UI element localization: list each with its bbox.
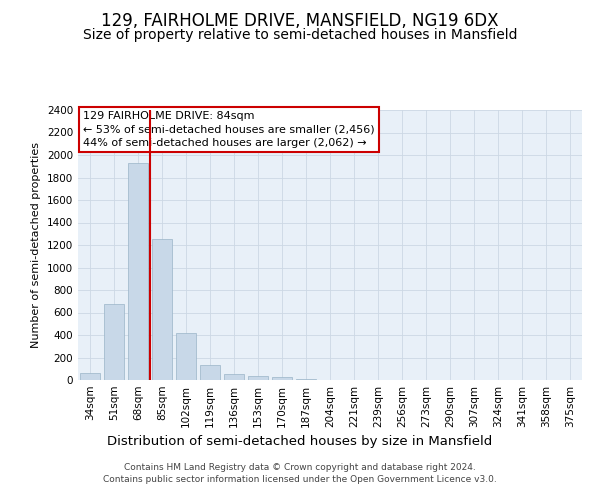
- Bar: [296, 378, 316, 380]
- Y-axis label: Number of semi-detached properties: Number of semi-detached properties: [31, 142, 41, 348]
- Bar: [272, 377, 292, 380]
- Text: 129, FAIRHOLME DRIVE, MANSFIELD, NG19 6DX: 129, FAIRHOLME DRIVE, MANSFIELD, NG19 6D…: [101, 12, 499, 30]
- Text: Contains HM Land Registry data © Crown copyright and database right 2024.
Contai: Contains HM Land Registry data © Crown c…: [103, 462, 497, 484]
- Bar: [200, 365, 220, 380]
- Bar: [224, 374, 244, 380]
- Bar: [248, 376, 268, 380]
- Bar: [104, 304, 124, 380]
- Bar: [152, 240, 172, 380]
- Text: 129 FAIRHOLME DRIVE: 84sqm
← 53% of semi-detached houses are smaller (2,456)
44%: 129 FAIRHOLME DRIVE: 84sqm ← 53% of semi…: [83, 112, 374, 148]
- Bar: [80, 372, 100, 380]
- Text: Distribution of semi-detached houses by size in Mansfield: Distribution of semi-detached houses by …: [107, 435, 493, 448]
- Bar: [128, 163, 148, 380]
- Text: Size of property relative to semi-detached houses in Mansfield: Size of property relative to semi-detach…: [83, 28, 517, 42]
- Bar: [176, 333, 196, 380]
